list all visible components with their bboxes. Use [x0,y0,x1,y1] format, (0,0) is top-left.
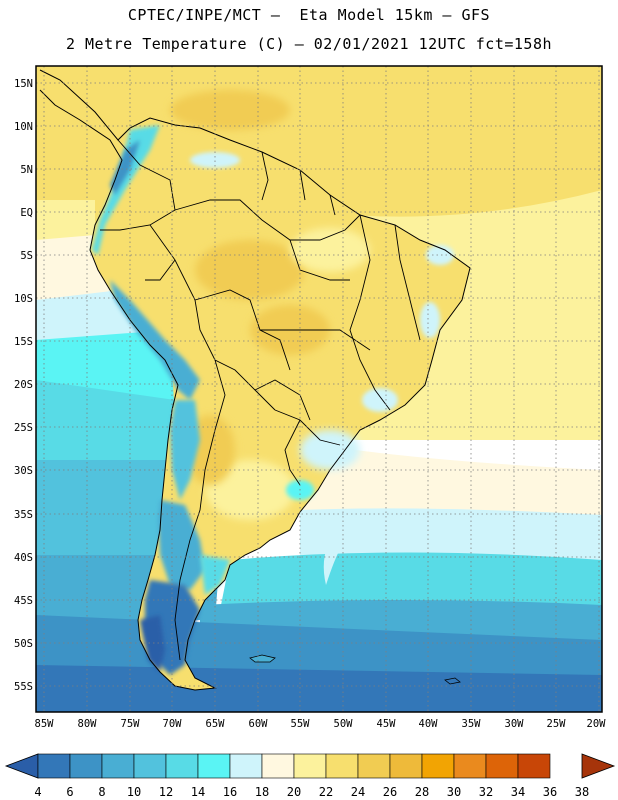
lat-label: 40S [14,552,33,564]
colorbar-swatch [69,753,103,779]
title-line-2: 2 Metre Temperature (C) – 02/01/2021 12U… [65,35,553,53]
lon-label: 50W [334,718,354,730]
colorbar-swatch [421,753,455,779]
colorbar-label: 18 [255,785,269,799]
colorbar-low-arrow [4,753,39,779]
lat-label: 55S [14,681,33,693]
colorbar-label: 8 [98,785,105,799]
colorbar-swatch [485,753,519,779]
colorbar-label: 30 [447,785,461,799]
temperature-field [36,66,602,712]
colorbar-label: 10 [127,785,141,799]
colorbar-swatch [165,753,199,779]
latitude-axis: 15N 10N 5N EQ 5S 10S 15S 20S 25S 30S 35S… [14,78,33,693]
colorbar-swatch [293,753,327,779]
colorbar-label: 28 [415,785,429,799]
lat-label: 5S [20,250,33,262]
lat-label: 50S [14,638,33,650]
lat-label: 10N [14,121,33,133]
lon-label: 40W [419,718,439,730]
colorbar-label: 26 [383,785,397,799]
colorbar: 4 6 8 10 12 14 16 18 20 22 24 26 28 30 32 34 36 38 [4,753,616,799]
colorbar-swatch [101,753,135,779]
lon-label: 30W [505,718,525,730]
colorbar-label: 36 [543,785,557,799]
lat-label: 20S [14,379,33,391]
colorbar-label: 22 [319,785,333,799]
lon-label: 80W [78,718,98,730]
colorbar-label: 34 [511,785,525,799]
lat-label: 35S [14,509,33,521]
lon-label: 60W [249,718,269,730]
lat-label: 45S [14,595,33,607]
lat-label: 25S [14,422,33,434]
lat-label: 5N [20,164,33,176]
colorbar-label: 16 [223,785,237,799]
lon-label: 45W [377,718,397,730]
lat-label: EQ [20,207,33,219]
map-frame [35,65,603,713]
lat-label: 10S [14,293,33,305]
colorbar-label: 24 [351,785,365,799]
lon-label: 85W [35,718,55,730]
colorbar-label: 12 [159,785,173,799]
colorbar-high-arrow [581,753,616,779]
colorbar-swatch [229,753,263,779]
colorbar-swatch [261,753,295,779]
colorbar-swatch [325,753,359,779]
colorbar-swatch [37,753,71,779]
colorbar-label: 38 [575,785,589,799]
title-line-1: CPTEC/INPE/MCT – Eta Model 15km – GFS [127,6,491,24]
lon-label: 70W [163,718,183,730]
lon-label: 55W [291,718,311,730]
colorbar-swatch [389,753,423,779]
lon-label: 20W [587,718,607,730]
colorbar-swatch [357,753,391,779]
lon-label: 25W [547,718,567,730]
colorbar-label: 14 [191,785,205,799]
lat-label: 30S [14,465,33,477]
colorbar-label: 6 [66,785,73,799]
lat-label: 15N [14,78,33,90]
lon-label: 75W [121,718,141,730]
longitude-axis: 85W 80W 75W 70W 65W 60W 55W 50W 45W 40W … [35,718,607,730]
lon-label: 65W [206,718,226,730]
colorbar-swatch [517,753,551,779]
colorbar-label: 20 [287,785,301,799]
colorbar-swatch [133,753,167,779]
colorbar-label: 4 [34,785,41,799]
lat-label: 15S [14,336,33,348]
colorbar-swatch [453,753,487,779]
colorbar-label: 32 [479,785,493,799]
colorbar-swatch [197,753,231,779]
lon-label: 35W [462,718,482,730]
